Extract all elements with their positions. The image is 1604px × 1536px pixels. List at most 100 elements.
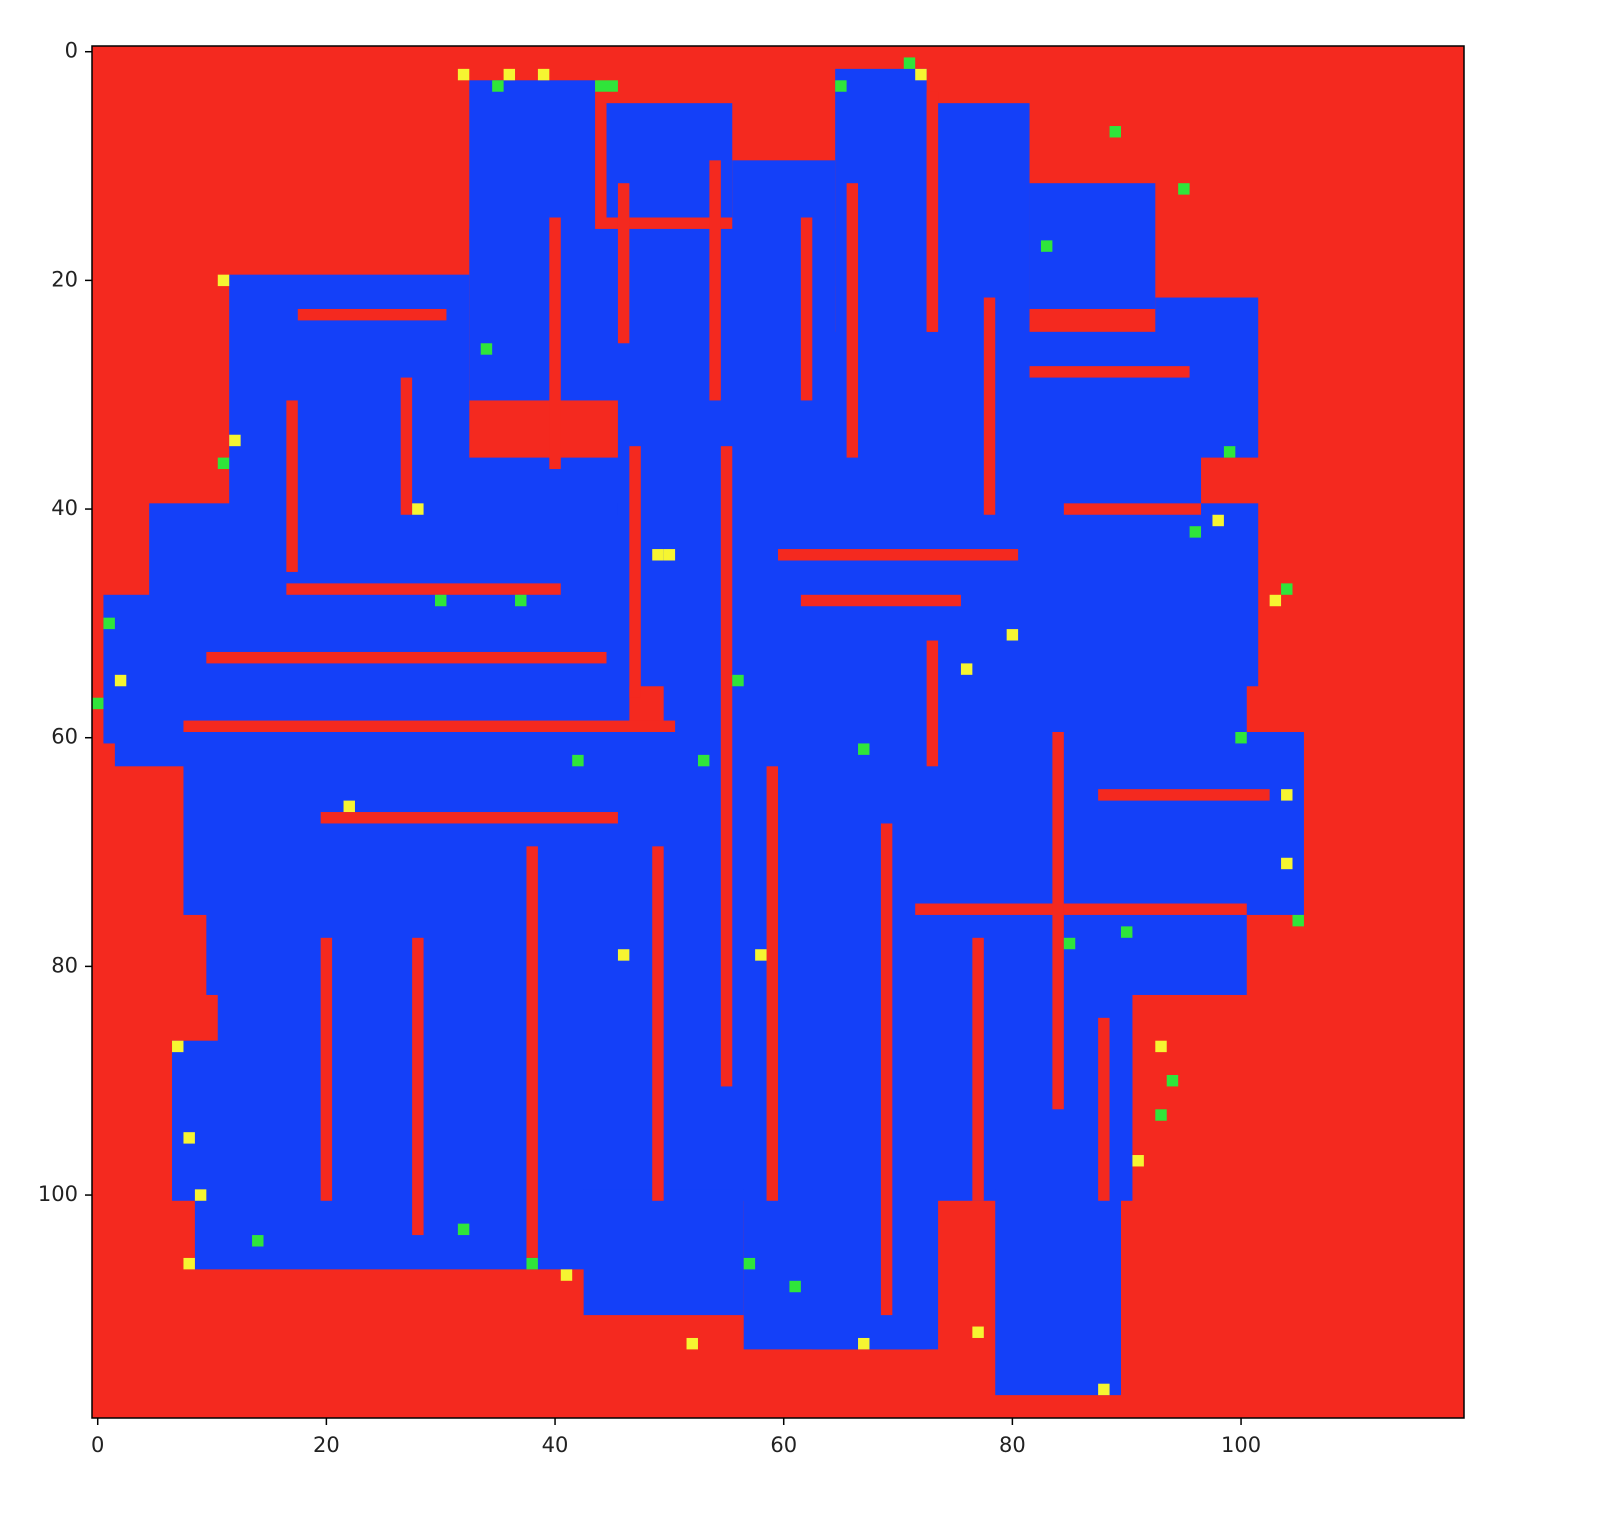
region — [846, 183, 859, 458]
x-tick-label: 100 — [1221, 1433, 1261, 1457]
cell — [457, 68, 470, 81]
cell — [1189, 526, 1202, 538]
cell — [217, 274, 230, 287]
y-tick-label: 80 — [51, 953, 78, 977]
region — [206, 651, 607, 664]
cell — [343, 800, 355, 813]
region — [103, 594, 630, 744]
region — [800, 594, 961, 607]
region — [1029, 366, 1190, 378]
region — [583, 1189, 744, 1316]
cell — [572, 754, 584, 767]
region — [286, 400, 298, 572]
region — [400, 377, 413, 515]
cell — [732, 674, 744, 687]
cell — [1223, 446, 1236, 458]
cell — [595, 80, 607, 92]
cell — [1121, 926, 1133, 938]
cell — [915, 68, 927, 81]
region — [1063, 503, 1202, 515]
region — [617, 331, 1202, 515]
region — [915, 903, 1247, 915]
cell — [114, 674, 127, 687]
x-tick-label: 20 — [313, 1433, 340, 1457]
region — [983, 297, 996, 515]
cell — [194, 1189, 207, 1201]
cell — [1292, 914, 1304, 927]
cell — [1132, 1155, 1144, 1167]
region — [652, 846, 664, 1201]
region — [880, 823, 893, 1316]
cell — [515, 594, 527, 607]
region — [320, 812, 618, 824]
cell — [560, 1269, 573, 1281]
cell — [1178, 183, 1190, 195]
region — [286, 583, 561, 595]
region — [549, 217, 561, 470]
region — [972, 937, 984, 1201]
x-tick-label: 0 — [91, 1433, 104, 1457]
cell — [1281, 789, 1293, 801]
cell — [503, 68, 516, 81]
cell — [229, 434, 241, 447]
cell — [480, 343, 493, 355]
region — [926, 640, 939, 767]
cell — [743, 1257, 756, 1270]
cell — [1098, 1383, 1110, 1396]
region — [229, 457, 676, 607]
region — [629, 446, 641, 698]
region — [709, 160, 721, 401]
cell — [686, 1337, 698, 1350]
cell — [1155, 1109, 1167, 1121]
region — [469, 80, 596, 241]
region — [995, 1189, 1121, 1396]
region — [800, 217, 813, 401]
cell — [1166, 1075, 1179, 1087]
cell — [697, 754, 710, 767]
cell — [492, 80, 504, 92]
cell — [435, 594, 447, 607]
cell — [526, 1257, 538, 1270]
cell — [960, 663, 973, 675]
region — [183, 720, 676, 732]
cell — [252, 1235, 264, 1247]
x-tick-label: 40 — [542, 1433, 569, 1457]
cell — [789, 1280, 801, 1293]
cell — [606, 80, 618, 92]
region — [149, 503, 241, 607]
region — [114, 720, 195, 767]
cell — [537, 68, 550, 81]
cell — [1063, 937, 1076, 950]
region — [1098, 1017, 1110, 1201]
y-tick-label: 100 — [38, 1182, 78, 1206]
cell — [663, 549, 676, 561]
cell — [1235, 732, 1247, 744]
cell — [858, 1337, 870, 1350]
cell — [217, 457, 230, 470]
cell — [972, 1326, 984, 1338]
cell — [183, 1257, 195, 1270]
region — [1052, 732, 1064, 1110]
region — [1098, 789, 1270, 801]
cell — [1109, 126, 1121, 138]
region — [297, 308, 447, 321]
cell — [1269, 594, 1282, 607]
cell — [755, 949, 767, 961]
cell — [1212, 514, 1224, 527]
axes-frame — [91, 45, 1465, 1419]
cell — [92, 697, 104, 710]
cell — [903, 57, 916, 69]
y-tick-label: 20 — [51, 267, 78, 291]
cell — [617, 949, 630, 961]
region — [617, 183, 630, 344]
cell — [457, 1223, 470, 1236]
cell — [412, 503, 424, 515]
cell — [172, 1040, 184, 1053]
region — [778, 549, 1019, 561]
region — [926, 91, 939, 332]
y-tick-label: 60 — [51, 725, 78, 749]
region — [766, 766, 778, 1201]
y-tick-label: 0 — [65, 39, 78, 63]
